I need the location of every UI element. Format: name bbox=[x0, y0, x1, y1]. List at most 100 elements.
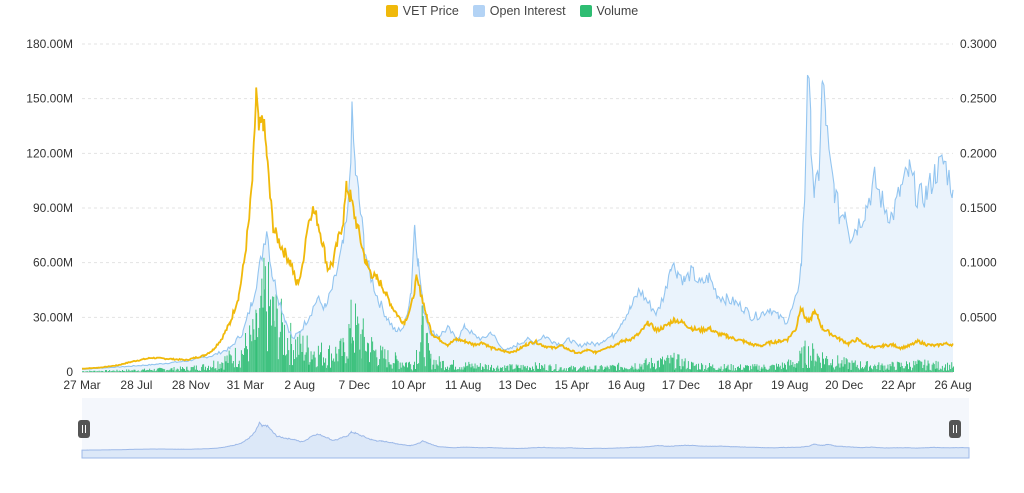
volume-bar bbox=[274, 326, 276, 372]
volume-bar bbox=[120, 371, 121, 372]
volume-bar bbox=[796, 363, 798, 372]
volume-bar bbox=[488, 370, 490, 372]
volume-bar bbox=[455, 366, 456, 372]
volume-bar bbox=[591, 368, 593, 372]
volume-bar bbox=[195, 365, 197, 372]
volume-bar bbox=[544, 364, 546, 372]
navigator-handle-right[interactable] bbox=[949, 420, 961, 438]
volume-bar bbox=[362, 318, 364, 372]
volume-bar bbox=[810, 355, 812, 372]
volume-bar bbox=[303, 360, 305, 372]
volume-bar bbox=[183, 368, 184, 372]
volume-bar bbox=[163, 368, 165, 372]
volume-bar bbox=[684, 358, 686, 372]
volume-bar bbox=[151, 370, 153, 372]
volume-bar bbox=[519, 368, 521, 372]
volume-bar bbox=[365, 351, 367, 372]
volume-bar bbox=[732, 365, 734, 372]
volume-bar bbox=[706, 369, 708, 372]
volume-bar bbox=[166, 370, 168, 372]
legend-item-price[interactable]: VET Price bbox=[385, 4, 459, 18]
volume-bar bbox=[627, 369, 629, 372]
volume-bar bbox=[735, 370, 737, 372]
volume-bar bbox=[939, 368, 941, 372]
volume-bar bbox=[702, 364, 704, 372]
volume-bar bbox=[207, 368, 208, 372]
volume-bar bbox=[510, 365, 512, 372]
volume-bar bbox=[279, 331, 281, 372]
volume-bar bbox=[614, 365, 615, 372]
volume-bar bbox=[739, 368, 740, 372]
volume-bar bbox=[417, 364, 419, 372]
volume-bar bbox=[268, 261, 269, 372]
volume-bar bbox=[918, 360, 920, 372]
volume-bar bbox=[611, 364, 613, 372]
volume-bar bbox=[238, 364, 239, 372]
volume-bar bbox=[551, 371, 553, 372]
volume-bar bbox=[797, 363, 799, 372]
volume-bar bbox=[287, 338, 289, 372]
volume-bar bbox=[850, 369, 852, 372]
volume-bar bbox=[522, 364, 524, 372]
volume-bar bbox=[695, 364, 697, 372]
navigator-handle-left[interactable] bbox=[78, 420, 90, 438]
volume-bar bbox=[771, 364, 773, 372]
left-tick-label: 90.00M bbox=[33, 201, 73, 215]
volume-bar bbox=[385, 359, 387, 372]
volume-bar bbox=[636, 369, 638, 372]
legend-item-open-interest[interactable]: Open Interest bbox=[472, 4, 566, 18]
volume-bar bbox=[555, 364, 557, 372]
volume-bar bbox=[111, 371, 113, 372]
volume-bar bbox=[390, 364, 392, 372]
volume-bar bbox=[787, 361, 789, 372]
volume-bar bbox=[299, 331, 301, 372]
volume-bar bbox=[334, 361, 336, 372]
volume-bar bbox=[898, 362, 899, 372]
volume-bar bbox=[324, 362, 325, 372]
volume-bar bbox=[854, 360, 856, 372]
volume-bar bbox=[511, 364, 513, 372]
volume-bar bbox=[581, 367, 583, 372]
volume-bar bbox=[601, 366, 603, 372]
volume-bar bbox=[832, 359, 833, 372]
volume-bar bbox=[722, 369, 724, 372]
volume-bar bbox=[514, 368, 516, 372]
volume-bar bbox=[376, 357, 378, 372]
volume-bar bbox=[710, 366, 712, 372]
volume-bar bbox=[102, 371, 104, 372]
volume-bar bbox=[856, 364, 858, 372]
volume-bar bbox=[554, 369, 556, 372]
volume-bar bbox=[383, 358, 385, 372]
legend-item-volume[interactable]: Volume bbox=[579, 4, 638, 18]
navigator[interactable] bbox=[78, 398, 970, 459]
volume-bar bbox=[778, 367, 780, 372]
volume-bar bbox=[760, 368, 762, 372]
volume-bar bbox=[835, 366, 837, 372]
volume-bar bbox=[337, 361, 339, 372]
volume-bar bbox=[809, 367, 810, 372]
volume-bar bbox=[588, 369, 590, 372]
volume-bar bbox=[494, 368, 496, 372]
volume-bar bbox=[414, 361, 415, 372]
volume-bar bbox=[410, 364, 412, 372]
volume-bar bbox=[545, 370, 547, 372]
volume-bar bbox=[144, 368, 145, 372]
left-tick-label: 180.00M bbox=[26, 37, 73, 51]
volume-bar bbox=[663, 364, 664, 372]
volume-bar bbox=[286, 354, 288, 372]
volume-bar bbox=[283, 354, 284, 372]
volume-bar bbox=[900, 362, 902, 372]
volume-bar bbox=[936, 368, 938, 372]
volume-bar bbox=[432, 364, 434, 372]
volume-bar bbox=[444, 370, 445, 372]
volume-bar bbox=[872, 369, 874, 372]
volume-bar bbox=[467, 365, 469, 372]
volume-bar bbox=[609, 365, 611, 372]
volume-bar bbox=[826, 356, 828, 372]
volume-bar bbox=[396, 359, 398, 372]
volume-bar bbox=[154, 371, 156, 372]
volume-bar bbox=[814, 360, 816, 372]
volume-bar bbox=[785, 364, 786, 372]
volume-bar bbox=[458, 369, 460, 372]
volume-bar bbox=[585, 369, 587, 372]
